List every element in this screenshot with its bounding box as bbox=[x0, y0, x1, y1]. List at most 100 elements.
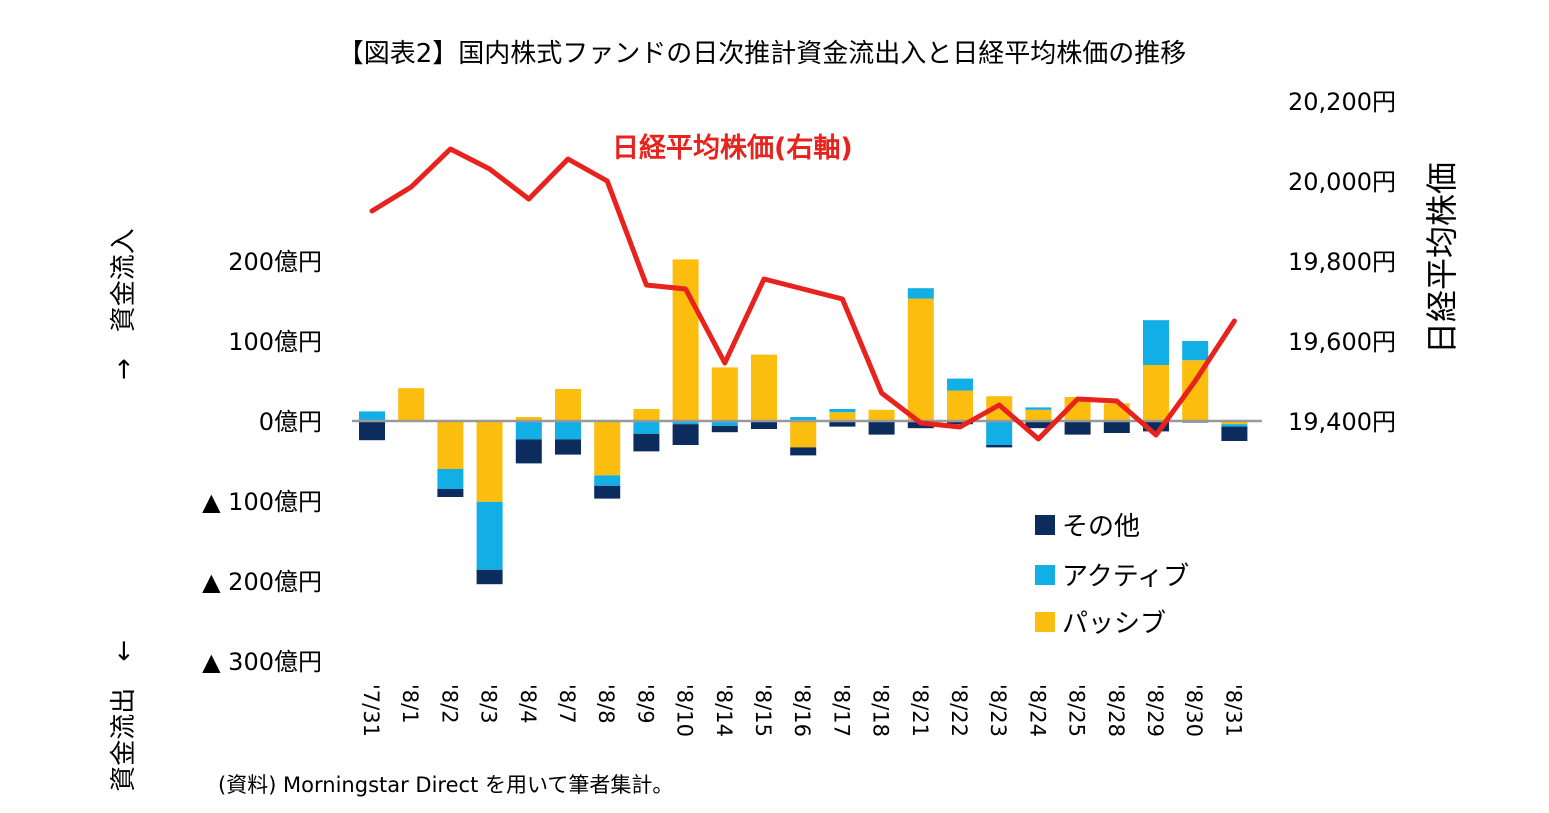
bar-other-18 bbox=[1064, 421, 1091, 435]
left-axis-ticks: 200億円 100億円 0億円 ▲ 100億円 ▲ 200億円 ▲ 300億円 bbox=[202, 248, 322, 676]
category-label-18: '8/25 bbox=[1065, 684, 1089, 737]
category-label-5: '8/7 bbox=[555, 684, 579, 724]
outflow-label: 資金流出 ← bbox=[109, 640, 139, 792]
bar-passive-13 bbox=[868, 409, 895, 421]
right-tick-label-3: 19,600円 bbox=[1288, 328, 1396, 356]
bar-passive-6 bbox=[594, 421, 621, 476]
bar-passive-4 bbox=[515, 417, 542, 421]
right-tick-label-1: 20,000円 bbox=[1288, 168, 1396, 196]
bar-active-20 bbox=[1143, 320, 1169, 365]
bar-other-17 bbox=[1025, 421, 1052, 429]
category-label-9: '8/14 bbox=[712, 684, 736, 737]
bar-active-2 bbox=[437, 469, 464, 489]
bar-passive-1 bbox=[398, 388, 425, 421]
right-axis-label: 日経平均株価 bbox=[1423, 162, 1461, 354]
bar-other-3 bbox=[476, 569, 503, 585]
bar-other-5 bbox=[555, 439, 581, 455]
nikkei-line bbox=[369, 146, 1237, 442]
chart-title: 【図表2】国内株式ファンドの日次推計資金流出入と日経平均株価の推移 bbox=[338, 39, 1187, 69]
bar-active-3 bbox=[476, 501, 503, 570]
category-label-13: '8/18 bbox=[869, 684, 893, 737]
bar-other-0 bbox=[359, 421, 385, 441]
left-tick-label-4: ▲ 200億円 bbox=[202, 568, 322, 596]
bar-other-7 bbox=[633, 433, 660, 452]
bar-passive-17 bbox=[1025, 409, 1052, 421]
bar-other-16 bbox=[986, 445, 1013, 448]
bar-passive-9 bbox=[711, 367, 738, 421]
bar-other-11 bbox=[790, 447, 817, 456]
category-label-2: '8/2 bbox=[437, 684, 461, 724]
category-label-20: '8/29 bbox=[1143, 684, 1167, 737]
bar-passive-7 bbox=[633, 409, 660, 421]
bar-other-12 bbox=[829, 421, 856, 427]
bar-other-13 bbox=[868, 421, 895, 435]
left-tick-label-1: 100億円 bbox=[228, 328, 322, 356]
line-series-label: 日経平均株価(右軸) bbox=[612, 132, 853, 164]
bar-passive-12 bbox=[829, 412, 856, 421]
bar-active-9 bbox=[711, 421, 738, 426]
bar-passive-8 bbox=[672, 259, 699, 421]
inflow-label: → 資金流入 bbox=[109, 228, 139, 380]
left-tick-label-2: 0億円 bbox=[259, 408, 322, 436]
category-label-17: '8/24 bbox=[1025, 684, 1049, 737]
bar-active-6 bbox=[594, 475, 621, 486]
right-tick-label-0: 20,200円 bbox=[1288, 88, 1396, 116]
bar-other-2 bbox=[437, 489, 464, 497]
category-label-0: '7/31 bbox=[359, 684, 383, 737]
left-tick-label-5: ▲ 300億円 bbox=[202, 648, 322, 676]
bar-passive-5 bbox=[555, 389, 581, 421]
bar-active-11 bbox=[790, 417, 817, 421]
bar-other-19 bbox=[1103, 421, 1130, 433]
bar-active-7 bbox=[633, 421, 660, 434]
bar-passive-2 bbox=[437, 421, 464, 469]
category-label-6: '8/8 bbox=[594, 684, 618, 724]
bar-active-15 bbox=[947, 378, 973, 391]
left-tick-label-0: 200億円 bbox=[228, 248, 322, 276]
category-label-19: '8/28 bbox=[1104, 684, 1128, 737]
category-label-3: '8/3 bbox=[477, 684, 501, 724]
category-label-12: '8/17 bbox=[829, 684, 853, 737]
bar-passive-14 bbox=[907, 298, 934, 421]
bar-other-10 bbox=[751, 421, 777, 429]
bar-active-8 bbox=[672, 421, 699, 425]
category-label-16: '8/23 bbox=[986, 684, 1010, 737]
category-label-21: '8/30 bbox=[1182, 684, 1206, 737]
bar-other-15 bbox=[947, 421, 973, 425]
bar-other-8 bbox=[672, 424, 699, 445]
legend-swatch-active bbox=[1035, 565, 1055, 585]
category-label-15: '8/22 bbox=[947, 684, 971, 737]
category-labels: '7/31 '8/1 '8/2 '8/3 '8/4 '8/7 '8/8 '8/9 '8/10 '8… bbox=[359, 684, 1245, 737]
category-label-4: '8/4 bbox=[516, 684, 540, 724]
legend-swatch-other bbox=[1035, 515, 1055, 535]
source-note: (資料) Morningstar Direct を用いて筆者集計。 bbox=[218, 773, 673, 797]
bar-active-4 bbox=[515, 421, 542, 440]
bar-passive-15 bbox=[947, 390, 973, 421]
bars-layer bbox=[359, 259, 1248, 585]
bar-active-0 bbox=[359, 411, 385, 421]
bar-other-6 bbox=[594, 485, 621, 499]
bar-active-14 bbox=[907, 288, 934, 299]
bar-other-22 bbox=[1221, 426, 1248, 441]
right-tick-label-4: 19,400円 bbox=[1288, 408, 1396, 436]
bar-other-20 bbox=[1143, 421, 1169, 432]
category-label-10: '8/15 bbox=[751, 684, 775, 737]
bar-active-17 bbox=[1025, 407, 1052, 410]
category-label-8: '8/10 bbox=[673, 684, 697, 737]
category-label-14: '8/21 bbox=[908, 684, 932, 737]
bar-other-9 bbox=[711, 425, 738, 433]
bar-active-12 bbox=[829, 409, 856, 413]
bar-active-22 bbox=[1221, 424, 1248, 427]
bar-passive-10 bbox=[751, 354, 777, 421]
right-axis-ticks: 20,200円 20,000円 19,800円 19,600円 19,400円 bbox=[1288, 88, 1396, 436]
bar-active-21 bbox=[1182, 341, 1209, 361]
bar-passive-3 bbox=[476, 421, 503, 502]
category-label-22: '8/31 bbox=[1221, 684, 1245, 737]
category-label-11: '8/16 bbox=[790, 684, 814, 737]
bar-passive-22 bbox=[1221, 421, 1248, 425]
legend-label-other: その他 bbox=[1062, 512, 1140, 542]
bar-passive-11 bbox=[790, 421, 817, 448]
category-label-1: '8/1 bbox=[398, 684, 422, 724]
bar-active-16 bbox=[986, 421, 1013, 445]
bar-active-5 bbox=[555, 421, 581, 440]
